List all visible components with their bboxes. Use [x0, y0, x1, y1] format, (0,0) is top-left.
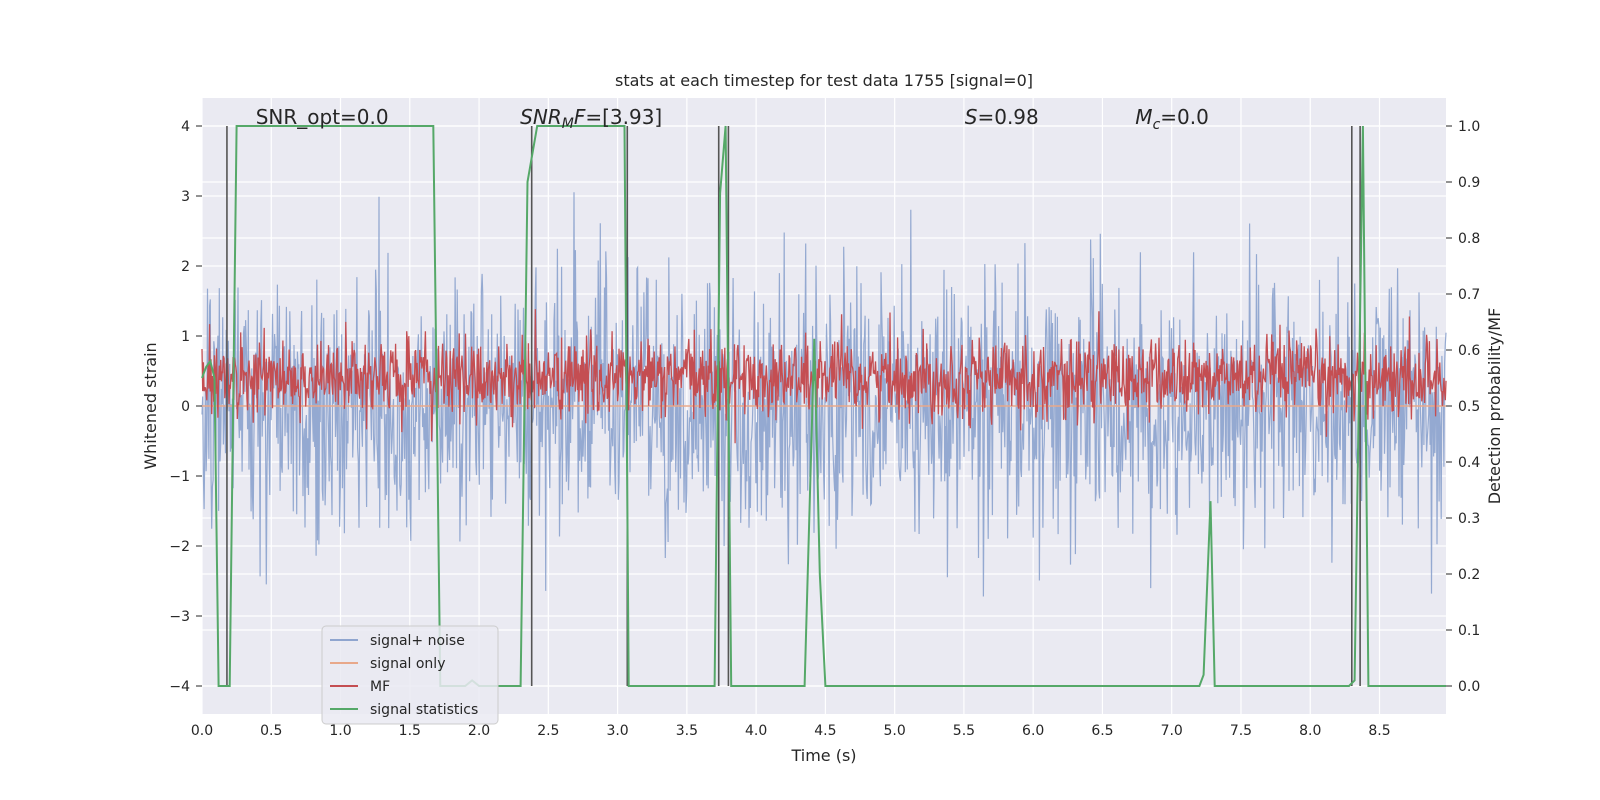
y-tick-label-right: 0.6 — [1458, 343, 1480, 359]
tick-labels: 0.0 0.5 1.0 1.5 2.0 2.5 3.0 3.5 4.0 4.5 5.0 5.5 6.0 6… — [169, 119, 1480, 739]
y-tick-label-right: 0.9 — [1458, 175, 1480, 191]
x-tick-label: 0.0 — [191, 723, 213, 739]
annotation-s: S=0.98 — [965, 105, 1039, 129]
chart-title: stats at each timestep for test data 175… — [615, 71, 1033, 90]
x-tick-label: 4.5 — [814, 723, 836, 739]
y-tick-label-left: 2 — [181, 259, 190, 275]
y-tick-label-right: 0.7 — [1458, 287, 1480, 303]
legend-label: MF — [370, 679, 390, 695]
x-axis-label: Time (s) — [790, 746, 856, 765]
legend-box — [321, 625, 499, 725]
annotation-snr-mf: SNRMF=[3.93] — [520, 105, 662, 132]
legend-label: signal statistics — [370, 702, 478, 718]
y-tick-label-left: −3 — [169, 609, 190, 625]
legend: signal+ noise signal only MF signal statist… — [321, 625, 499, 725]
y-tick-label-left: −1 — [169, 469, 190, 485]
y-tick-label-right: 0.2 — [1458, 567, 1480, 583]
series-layer — [201, 125, 1447, 687]
y-tick-label-right: 0.0 — [1458, 679, 1480, 695]
x-tick-label: 3.5 — [676, 723, 698, 739]
x-tick-label: 3.0 — [606, 723, 628, 739]
y-tick-label-left: −2 — [169, 539, 190, 555]
x-tick-label: 1.0 — [329, 723, 351, 739]
y-tick-label-left: 4 — [181, 119, 190, 135]
y-tick-label-left: −4 — [169, 679, 190, 695]
y-axis-label-right: Detection probability/MF — [1485, 308, 1504, 505]
x-tick-label: 0.5 — [260, 723, 282, 739]
y-tick-label-right: 0.3 — [1458, 511, 1480, 527]
x-tick-label: 8.0 — [1299, 723, 1321, 739]
series-mf-line — [201, 309, 1447, 444]
x-tick-label: 2.0 — [468, 723, 490, 739]
y-tick-label-right: 0.8 — [1458, 231, 1480, 247]
y-tick-label-left: 3 — [181, 189, 190, 205]
x-tick-label: 7.0 — [1161, 723, 1183, 739]
y-tick-label-right: 0.1 — [1458, 623, 1480, 639]
x-tick-label: 8.5 — [1368, 723, 1390, 739]
annotation-snr-opt: SNR_opt=0.0 — [256, 105, 389, 129]
y-tick-label-right: 0.4 — [1458, 455, 1480, 471]
x-tick-label: 5.5 — [953, 723, 975, 739]
y-tick-label-right: 0.5 — [1458, 399, 1480, 415]
x-tick-label: 5.0 — [884, 723, 906, 739]
annotation-mc: Mc=0.0 — [1135, 105, 1209, 133]
x-tick-label: 2.5 — [537, 723, 559, 739]
y-tick-label-left: 0 — [181, 399, 190, 415]
legend-label: signal+ noise — [370, 633, 465, 649]
series-signal-statistics-line — [201, 125, 1446, 687]
x-tick-label: 4.0 — [745, 723, 767, 739]
x-tick-label: 6.0 — [1022, 723, 1044, 739]
y-tick-label-right: 1.0 — [1458, 119, 1480, 135]
legend-label: signal only — [370, 656, 445, 672]
y-tick-label-left: 1 — [181, 329, 190, 345]
x-tick-label: 7.5 — [1230, 723, 1252, 739]
annotations: SNR_opt=0.0 SNRMF=[3.93] S=0.98 Mc=0.0 — [256, 105, 1209, 133]
x-tick-label: 1.5 — [399, 723, 421, 739]
x-tick-label: 6.5 — [1091, 723, 1113, 739]
y-axis-label-left: Whitened strain — [141, 342, 160, 469]
